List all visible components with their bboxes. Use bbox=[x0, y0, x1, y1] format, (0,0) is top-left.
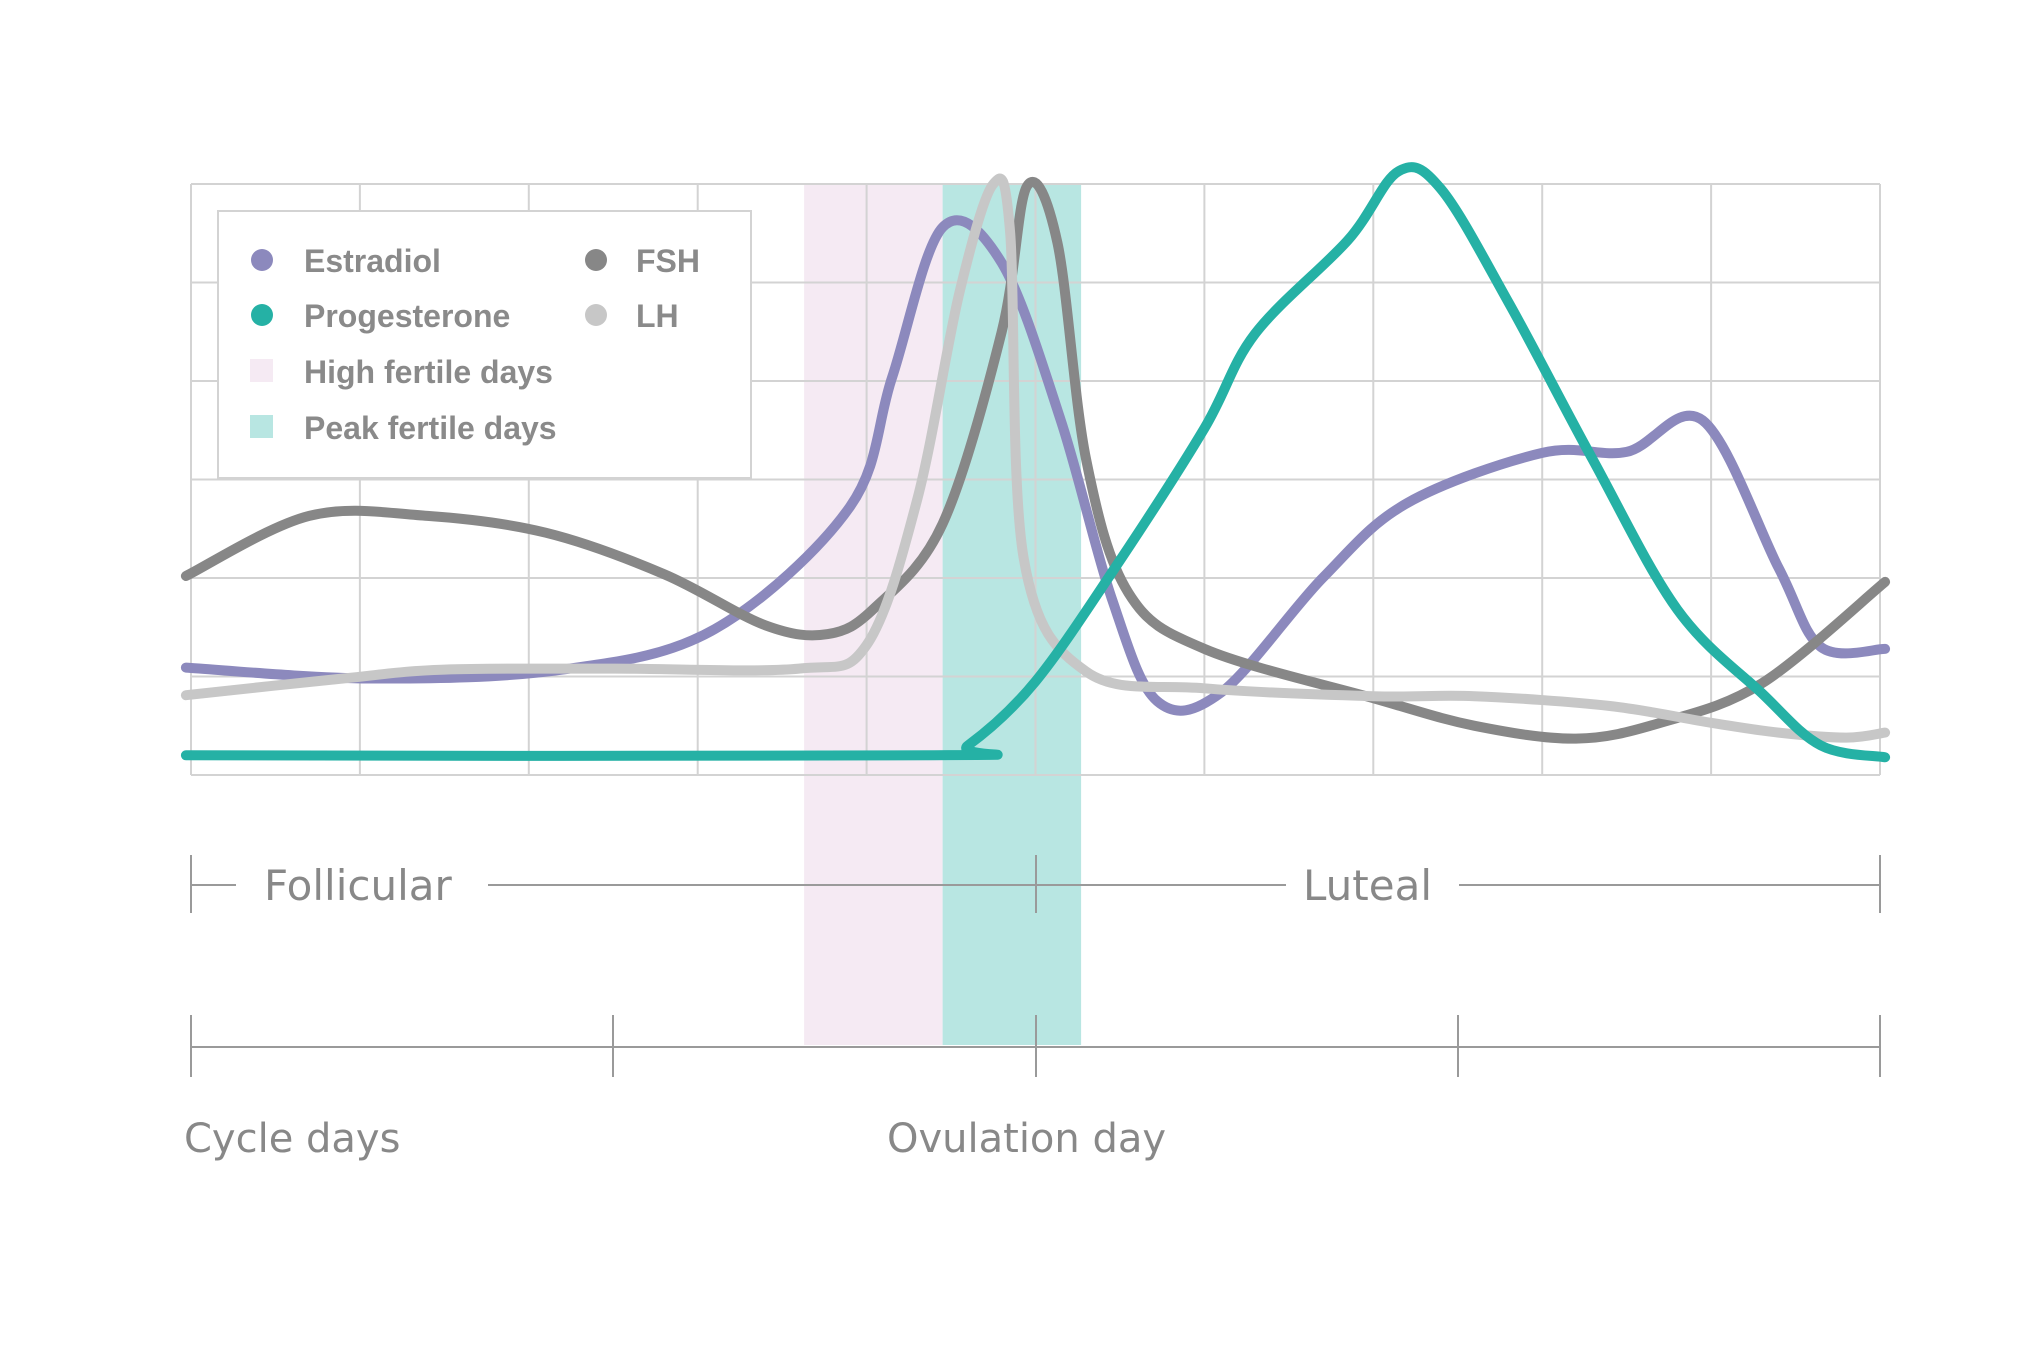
legend-label-high-fertile: High fertile days bbox=[304, 354, 553, 390]
phase-bracket bbox=[190, 855, 1881, 913]
legend-marker-lh bbox=[585, 304, 607, 326]
series-line-fsh bbox=[180, 176, 1891, 744]
legend-label-estradiol: Estradiol bbox=[304, 243, 441, 279]
legend-label-fsh: FSH bbox=[636, 243, 700, 279]
series-line-progesterone bbox=[180, 162, 1891, 763]
series-line-lh bbox=[180, 173, 1891, 743]
legend-marker-estradiol bbox=[251, 249, 273, 271]
ovulation-day-label: Ovulation day bbox=[887, 1116, 1166, 1162]
legend-label-lh: LH bbox=[636, 298, 679, 334]
legend-marker-progesterone bbox=[251, 304, 273, 326]
phase-label-follicular: Follicular bbox=[264, 861, 452, 910]
legend-label-peak-fertile: Peak fertile days bbox=[304, 410, 557, 446]
legend: Estradiol FSH Progesterone LH High ferti… bbox=[217, 210, 752, 479]
cycle-days-axis bbox=[190, 1015, 1881, 1077]
legend-box bbox=[217, 210, 752, 479]
x-axis-label: Cycle days bbox=[184, 1116, 400, 1162]
legend-marker-fsh bbox=[585, 249, 607, 271]
phase-label-luteal: Luteal bbox=[1303, 861, 1432, 910]
legend-label-progesterone: Progesterone bbox=[304, 298, 510, 334]
legend-marker-peak-fertile bbox=[250, 415, 273, 438]
series-lines bbox=[180, 162, 1891, 763]
legend-marker-high-fertile bbox=[250, 359, 273, 382]
